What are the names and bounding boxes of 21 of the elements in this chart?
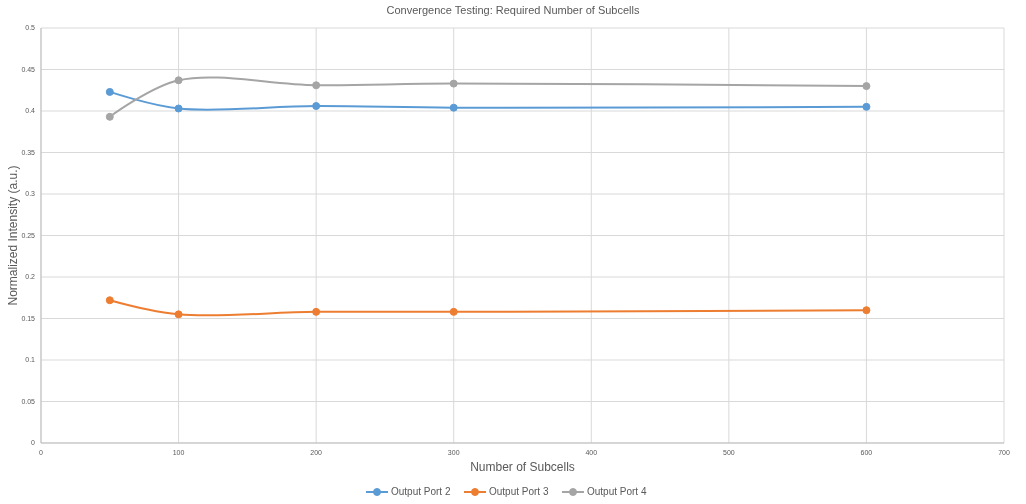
point [312,102,321,111]
legend-label: Output Port 2 [391,486,451,498]
point [312,307,321,316]
point [105,296,114,305]
point [174,310,183,319]
y-axis-title: Normalized Intensity (a.u.) [6,165,20,306]
point [449,79,458,88]
point [449,307,458,316]
point [862,102,871,111]
point [449,103,458,112]
point [862,82,871,91]
point [174,76,183,85]
legend-label: Output Port 3 [489,486,549,498]
point [105,87,114,96]
point [174,104,183,113]
point [862,306,871,315]
x-axis-title: Number of Subcells [470,460,575,474]
legend-label: Output Port 4 [587,486,647,498]
point [105,112,114,121]
point [312,81,321,90]
chart-title: Convergence Testing: Required Number of Subcells [386,4,640,16]
